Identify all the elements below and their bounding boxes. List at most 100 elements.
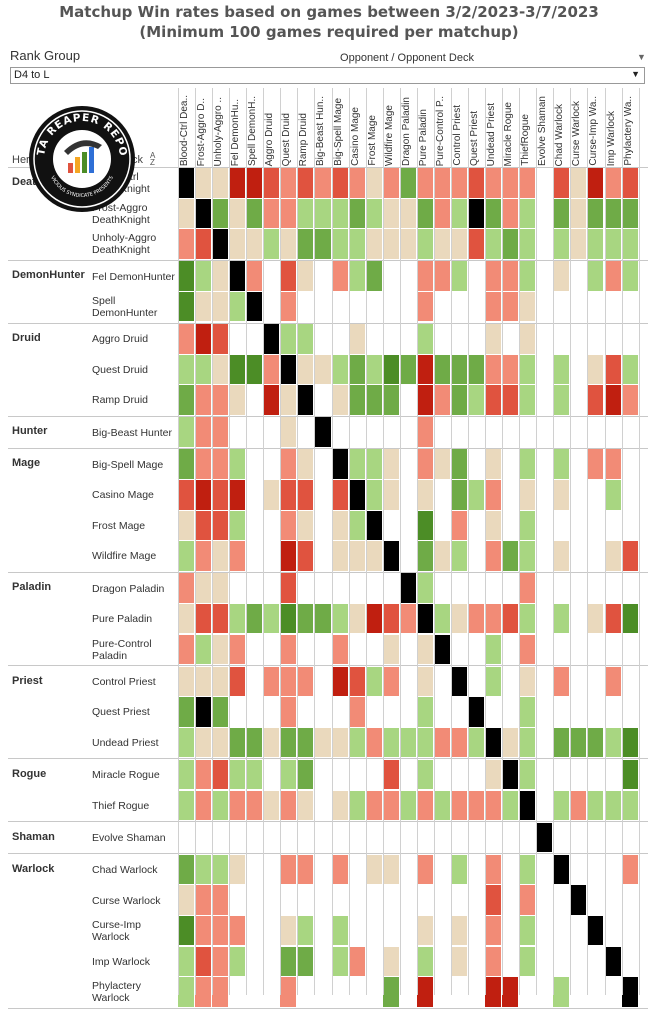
matchup-cell[interactable] [246,573,264,604]
matchup-cell[interactable] [297,168,315,199]
matchup-cell[interactable] [212,385,230,416]
matchup-cell[interactable] [485,261,503,292]
matchup-cell[interactable] [502,510,520,542]
matchup-cell[interactable] [195,603,213,635]
matchup-cell[interactable] [297,480,315,511]
matchup-cell[interactable] [621,261,639,292]
matchup-cell[interactable] [246,634,264,666]
matchup-cell[interactable] [331,666,349,698]
mirror-cell[interactable] [553,854,571,886]
matchup-cell[interactable] [570,634,588,666]
mirror-cell[interactable] [399,573,417,604]
matchup-cell[interactable] [553,603,571,635]
matchup-cell[interactable] [263,229,281,260]
matchup-cell[interactable] [263,977,281,1008]
matchup-cell[interactable] [195,324,213,355]
matchup-cell[interactable] [433,946,451,978]
matchup-cell[interactable] [212,854,230,886]
matchup-cell[interactable] [365,727,383,759]
matchup-cell[interactable] [450,229,468,260]
matchup-cell[interactable] [502,354,520,386]
matchup-cell[interactable] [502,229,520,260]
matchup-cell[interactable] [570,946,588,978]
matchup-cell[interactable] [587,854,605,886]
matchup-cell[interactable] [519,291,537,323]
matchup-cell[interactable] [348,354,366,386]
matchup-cell[interactable] [519,697,537,728]
matchup-cell[interactable] [587,541,605,572]
matchup-cell[interactable] [536,385,554,416]
mirror-cell[interactable] [178,168,196,199]
matchup-cell[interactable] [536,417,554,448]
deck-label[interactable]: Quest Priest [92,706,150,719]
matchup-cell[interactable] [416,291,434,323]
matchup-cell[interactable] [468,385,486,416]
matchup-cell[interactable] [331,854,349,886]
matchup-cell[interactable] [433,885,451,916]
matchup-cell[interactable] [331,168,349,199]
matchup-cell[interactable] [365,480,383,511]
matchup-cell[interactable] [382,915,400,947]
matchup-cell[interactable] [570,854,588,886]
matchup-cell[interactable] [399,885,417,916]
matchup-cell[interactable] [212,168,230,199]
matchup-cell[interactable] [587,666,605,698]
matchup-cell[interactable] [331,790,349,822]
matchup-cell[interactable] [621,727,639,759]
mirror-cell[interactable] [502,759,520,791]
matchup-cell[interactable] [587,790,605,822]
chevron-down-icon[interactable]: ▼ [631,69,640,79]
matchup-cell[interactable] [195,634,213,666]
matchup-cell[interactable] [229,354,247,386]
matchup-cell[interactable] [536,790,554,822]
matchup-cell[interactable] [621,449,639,480]
matchup-cell[interactable] [621,385,639,416]
matchup-cell[interactable] [229,480,247,511]
mirror-cell[interactable] [468,198,486,230]
matchup-cell[interactable] [348,603,366,635]
matchup-cell[interactable] [416,385,434,416]
matchup-cell[interactable] [263,385,281,416]
matchup-cell[interactable] [331,727,349,759]
matchup-cell[interactable] [604,977,622,1008]
matchup-cell[interactable] [229,449,247,480]
matchup-cell[interactable] [587,759,605,791]
matchup-cell[interactable] [263,354,281,386]
matchup-cell[interactable] [502,449,520,480]
matchup-cell[interactable] [416,261,434,292]
matchup-cell[interactable] [587,603,605,635]
matchup-cell[interactable] [399,946,417,978]
matchup-cell[interactable] [604,480,622,511]
matchup-cell[interactable] [365,324,383,355]
matchup-cell[interactable] [229,417,247,448]
matchup-cell[interactable] [229,946,247,978]
mirror-cell[interactable] [314,417,332,448]
matchup-cell[interactable] [246,854,264,886]
matchup-cell[interactable] [536,759,554,791]
matchup-cell[interactable] [587,168,605,199]
matchup-cell[interactable] [553,324,571,355]
matchup-cell[interactable] [365,168,383,199]
matchup-cell[interactable] [450,541,468,572]
deck-label[interactable]: Big-Beast Hunter [92,426,172,439]
matchup-cell[interactable] [331,261,349,292]
matchup-cell[interactable] [485,790,503,822]
matchup-cell[interactable] [399,198,417,230]
matchup-cell[interactable] [178,790,196,822]
matchup-cell[interactable] [433,977,451,1008]
matchup-cell[interactable] [399,324,417,355]
matchup-cell[interactable] [348,697,366,728]
matchup-cell[interactable] [212,324,230,355]
matchup-cell[interactable] [382,261,400,292]
matchup-cell[interactable] [433,790,451,822]
matchup-cell[interactable] [416,634,434,666]
matchup-cell[interactable] [314,697,332,728]
matchup-cell[interactable] [297,354,315,386]
matchup-cell[interactable] [570,510,588,542]
matchup-cell[interactable] [195,946,213,978]
matchup-cell[interactable] [604,854,622,886]
matchup-cell[interactable] [246,727,264,759]
matchup-cell[interactable] [331,603,349,635]
matchup-cell[interactable] [246,885,264,916]
matchup-cell[interactable] [553,229,571,260]
